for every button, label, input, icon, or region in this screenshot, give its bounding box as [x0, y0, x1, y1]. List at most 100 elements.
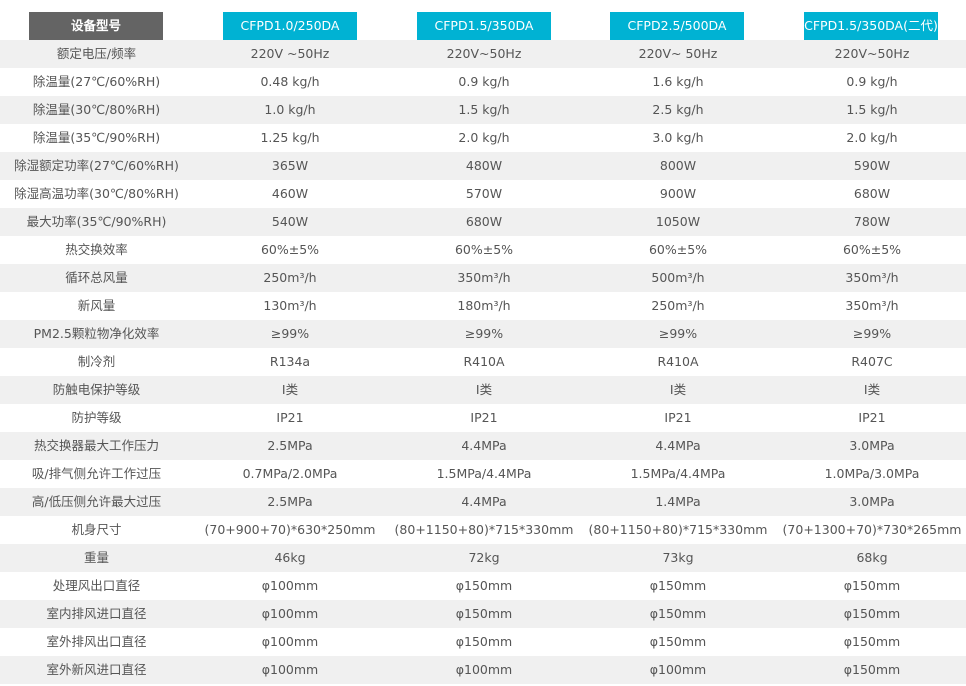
row-label: 额定电压/频率 [56, 46, 137, 61]
cell-model-3: 900W [659, 186, 697, 201]
row-label: 除温量(30℃/80%RH) [32, 102, 161, 117]
cell-model-4: 680W [853, 186, 891, 201]
cell-model-4: 0.9 kg/h [846, 74, 898, 89]
row-label: 最大功率(35℃/90%RH) [26, 214, 167, 229]
cell-model-3: ≥99% [658, 326, 698, 341]
row-label: PM2.5颗粒物净化效率 [33, 326, 160, 341]
cell-model-1: 46kg [274, 550, 306, 565]
table-row: 处理风出口直径 φ100mm φ150mm φ150mm φ150mm [0, 572, 966, 600]
cell-model-3: 2.5 kg/h [652, 102, 704, 117]
cell-model-3: 60%±5% [648, 242, 708, 257]
cell-model-2: 480W [465, 158, 503, 173]
header-model-4: CFPD1.5/350DA(二代) [804, 12, 938, 40]
table-row: 室外排风出口直径 φ100mm φ150mm φ150mm φ150mm [0, 628, 966, 656]
cell-model-4: φ150mm [843, 606, 901, 621]
cell-model-3: φ150mm [649, 634, 707, 649]
cell-model-2: 72kg [468, 550, 500, 565]
cell-model-3: (80+1150+80)*715*330mm [588, 522, 768, 537]
cell-model-1: 0.7MPa/2.0MPa [242, 466, 338, 481]
header-model-1: CFPD1.0/250DA [223, 12, 357, 40]
row-label: 除温量(27℃/60%RH) [32, 74, 161, 89]
spec-table-body: 额定电压/频率 220V ~50Hz 220V~50Hz 220V~ 50Hz 220V… [0, 40, 966, 684]
cell-model-2: 1.5MPa/4.4MPa [436, 466, 532, 481]
cell-model-4: (70+1300+70)*730*265mm [782, 522, 962, 537]
cell-model-1: IP21 [276, 410, 304, 425]
cell-model-3: 250m³/h [651, 298, 705, 313]
cell-model-2: 4.4MPa [461, 494, 507, 509]
header-model-2: CFPD1.5/350DA [417, 12, 551, 40]
table-row: 除温量(30℃/80%RH) 1.0 kg/h 1.5 kg/h 2.5 kg/h 1.… [0, 96, 966, 124]
cell-model-4: ≥99% [852, 326, 892, 341]
row-label: 防护等级 [71, 410, 122, 425]
row-label: 机身尺寸 [71, 522, 122, 537]
cell-model-1: 250m³/h [263, 270, 317, 285]
row-label: 制冷剂 [77, 354, 116, 369]
cell-model-1: 60%±5% [260, 242, 320, 257]
cell-model-3: 1.5MPa/4.4MPa [630, 466, 726, 481]
table-row: 防护等级 IP21 IP21 IP21 IP21 [0, 404, 966, 432]
cell-model-3: 800W [659, 158, 697, 173]
cell-model-4: I类 [863, 382, 881, 397]
table-row: 防触电保护等级 I类 I类 I类 I类 [0, 376, 966, 404]
row-label: 处理风出口直径 [52, 578, 141, 593]
cell-model-2: φ150mm [455, 634, 513, 649]
row-label: 热交换器最大工作压力 [33, 438, 159, 453]
cell-model-4: IP21 [858, 410, 886, 425]
cell-model-4: 60%±5% [842, 242, 902, 257]
cell-model-2: 220V~50Hz [446, 46, 522, 61]
cell-model-1: 2.5MPa [267, 494, 313, 509]
cell-model-1: 1.25 kg/h [260, 130, 320, 145]
cell-model-3: 1050W [655, 214, 701, 229]
cell-model-4: 1.5 kg/h [846, 102, 898, 117]
cell-model-4: 780W [853, 214, 891, 229]
row-label: 循环总风量 [65, 270, 128, 285]
cell-model-2: 350m³/h [457, 270, 511, 285]
table-row: 除湿高温功率(30℃/80%RH) 460W 570W 900W 680W [0, 180, 966, 208]
cell-model-2: 2.0 kg/h [458, 130, 510, 145]
table-row: 除温量(35℃/90%RH) 1.25 kg/h 2.0 kg/h 3.0 kg/h 2… [0, 124, 966, 152]
cell-model-3: φ100mm [649, 662, 707, 677]
cell-model-1: 2.5MPa [267, 438, 313, 453]
cell-model-3: 1.6 kg/h [652, 74, 704, 89]
cell-model-1: (70+900+70)*630*250mm [204, 522, 376, 537]
cell-model-2: (80+1150+80)*715*330mm [394, 522, 574, 537]
cell-model-3: 4.4MPa [655, 438, 701, 453]
cell-model-2: I类 [475, 382, 493, 397]
cell-model-1: 1.0 kg/h [264, 102, 316, 117]
cell-model-4: 220V~50Hz [834, 46, 910, 61]
cell-model-4: 68kg [856, 550, 888, 565]
cell-model-2: 680W [465, 214, 503, 229]
table-header: 设备型号 CFPD1.0/250DA CFPD1.5/350DA CFPD2.5… [0, 12, 966, 40]
cell-model-4: 3.0MPa [849, 438, 895, 453]
table-row: PM2.5颗粒物净化效率 ≥99% ≥99% ≥99% ≥99% [0, 320, 966, 348]
cell-model-1: 130m³/h [263, 298, 317, 313]
cell-model-2: 570W [465, 186, 503, 201]
row-label: 新风量 [77, 298, 116, 313]
row-label: 热交换效率 [65, 242, 128, 257]
cell-model-1: 220V ~50Hz [250, 46, 330, 61]
cell-model-2: φ150mm [455, 578, 513, 593]
table-row: 室内排风进口直径 φ100mm φ150mm φ150mm φ150mm [0, 600, 966, 628]
table-row: 吸/排气侧允许工作过压 0.7MPa/2.0MPa 1.5MPa/4.4MPa 1.5… [0, 460, 966, 488]
cell-model-3: I类 [669, 382, 687, 397]
table-row: 机身尺寸 (70+900+70)*630*250mm (80+1150+80)*71… [0, 516, 966, 544]
cell-model-3: 3.0 kg/h [652, 130, 704, 145]
cell-model-3: φ150mm [649, 578, 707, 593]
table-row: 重量 46kg 72kg 73kg 68kg [0, 544, 966, 572]
row-label: 室外排风出口直径 [46, 634, 147, 649]
cell-model-4: 350m³/h [845, 270, 899, 285]
cell-model-1: 460W [271, 186, 309, 201]
table-row: 新风量 130m³/h 180m³/h 250m³/h 350m³/h [0, 292, 966, 320]
cell-model-1: 540W [271, 214, 309, 229]
cell-model-1: φ100mm [261, 662, 319, 677]
cell-model-4: 2.0 kg/h [846, 130, 898, 145]
row-label: 高/低压侧允许最大过压 [31, 494, 162, 509]
table-row: 热交换效率 60%±5% 60%±5% 60%±5% 60%±5% [0, 236, 966, 264]
cell-model-4: φ150mm [843, 578, 901, 593]
row-label: 室外新风进口直径 [46, 662, 147, 677]
cell-model-4: 1.0MPa/3.0MPa [824, 466, 920, 481]
table-row: 最大功率(35℃/90%RH) 540W 680W 1050W 780W [0, 208, 966, 236]
header-model-3: CFPD2.5/500DA [610, 12, 744, 40]
cell-model-3: φ150mm [649, 606, 707, 621]
cell-model-3: IP21 [664, 410, 692, 425]
